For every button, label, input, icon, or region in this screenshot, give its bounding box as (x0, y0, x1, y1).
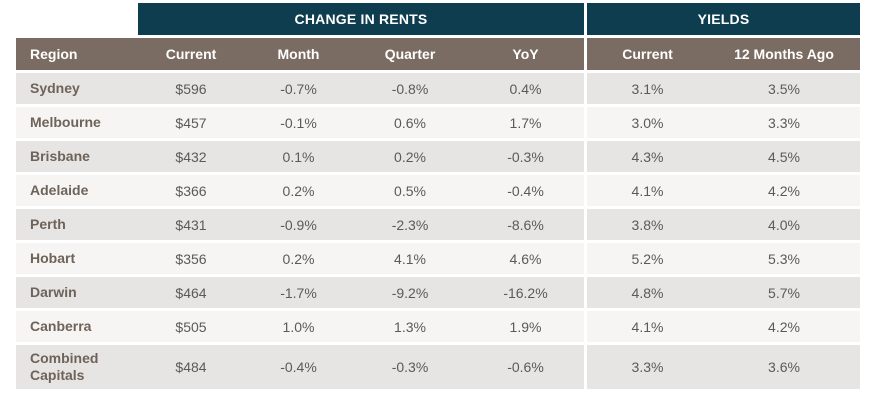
column-separator (584, 173, 587, 209)
region-cell: Adelaide (16, 173, 138, 209)
rents-yields-table: Region Current Month Quarter YoY Current… (16, 38, 860, 392)
current-rent-cell: $432 (138, 139, 244, 175)
column-header-current-rent: Current (138, 38, 244, 73)
yield-12-months-ago-cell: 4.2% (708, 309, 860, 345)
current-yield-cell: 3.3% (587, 343, 708, 392)
region-cell: Canberra (16, 309, 138, 345)
column-separator (584, 275, 587, 311)
column-separator (584, 309, 587, 345)
column-separator (584, 343, 587, 392)
quarter-change-cell: 0.6% (353, 105, 467, 141)
yield-12-months-ago-cell: 3.5% (708, 71, 860, 107)
group-header-change-in-rents: CHANGE IN RENTS (138, 3, 584, 35)
month-change-cell: 1.0% (244, 309, 353, 345)
group-header-spacer (16, 3, 138, 35)
month-change-cell: -0.7% (244, 71, 353, 107)
yoy-change-cell: -0.6% (467, 343, 584, 392)
yoy-change-cell: 1.7% (467, 105, 584, 141)
month-change-cell: -0.9% (244, 207, 353, 243)
column-header-12-months-ago: 12 Months Ago (708, 38, 860, 73)
rents-yields-table-container: CHANGE IN RENTS YIELDS Region Current Mo… (16, 3, 860, 392)
month-change-cell: -0.1% (244, 105, 353, 141)
yield-12-months-ago-cell: 4.5% (708, 139, 860, 175)
table-row: Combined Capitals $484 -0.4% -0.3% -0.6%… (16, 343, 860, 392)
current-yield-cell: 4.3% (587, 139, 708, 175)
current-rent-cell: $596 (138, 71, 244, 107)
quarter-change-cell: 1.3% (353, 309, 467, 345)
yield-12-months-ago-cell: 4.2% (708, 173, 860, 209)
month-change-cell: 0.1% (244, 139, 353, 175)
region-cell: Sydney (16, 71, 138, 107)
month-change-cell: -1.7% (244, 275, 353, 311)
column-header-current-yield: Current (587, 38, 708, 73)
region-cell: Darwin (16, 275, 138, 311)
yoy-change-cell: -0.4% (467, 173, 584, 209)
yoy-change-cell: 4.6% (467, 241, 584, 277)
current-rent-cell: $431 (138, 207, 244, 243)
month-change-cell: 0.2% (244, 173, 353, 209)
yield-12-months-ago-cell: 5.3% (708, 241, 860, 277)
group-header-separator (584, 3, 587, 35)
current-rent-cell: $366 (138, 173, 244, 209)
table-row: Sydney $596 -0.7% -0.8% 0.4% 3.1% 3.5% (16, 71, 860, 107)
quarter-change-cell: -0.3% (353, 343, 467, 392)
column-separator (584, 71, 587, 107)
column-header-yoy: YoY (467, 38, 584, 73)
region-cell: Brisbane (16, 139, 138, 175)
quarter-change-cell: 0.5% (353, 173, 467, 209)
current-yield-cell: 3.8% (587, 207, 708, 243)
yoy-change-cell: -8.6% (467, 207, 584, 243)
quarter-change-cell: -9.2% (353, 275, 467, 311)
region-cell: Perth (16, 207, 138, 243)
current-rent-cell: $484 (138, 343, 244, 392)
column-separator (584, 207, 587, 243)
region-cell: Hobart (16, 241, 138, 277)
current-rent-cell: $356 (138, 241, 244, 277)
column-group-header-row: CHANGE IN RENTS YIELDS (16, 3, 860, 35)
yield-12-months-ago-cell: 3.6% (708, 343, 860, 392)
month-change-cell: 0.2% (244, 241, 353, 277)
table-row: Melbourne $457 -0.1% 0.6% 1.7% 3.0% 3.3% (16, 105, 860, 141)
quarter-change-cell: -0.8% (353, 71, 467, 107)
current-rent-cell: $464 (138, 275, 244, 311)
column-header-month: Month (244, 38, 353, 73)
current-rent-cell: $457 (138, 105, 244, 141)
current-yield-cell: 4.8% (587, 275, 708, 311)
table-row: Darwin $464 -1.7% -9.2% -16.2% 4.8% 5.7% (16, 275, 860, 311)
column-separator (584, 105, 587, 141)
quarter-change-cell: 0.2% (353, 139, 467, 175)
current-yield-cell: 3.0% (587, 105, 708, 141)
table-row: Adelaide $366 0.2% 0.5% -0.4% 4.1% 4.2% (16, 173, 860, 209)
quarter-change-cell: 4.1% (353, 241, 467, 277)
month-change-cell: -0.4% (244, 343, 353, 392)
quarter-change-cell: -2.3% (353, 207, 467, 243)
table-row: Brisbane $432 0.1% 0.2% -0.3% 4.3% 4.5% (16, 139, 860, 175)
column-header-quarter: Quarter (353, 38, 467, 73)
current-yield-cell: 5.2% (587, 241, 708, 277)
column-separator (584, 241, 587, 277)
current-rent-cell: $505 (138, 309, 244, 345)
yoy-change-cell: 1.9% (467, 309, 584, 345)
yoy-change-cell: 0.4% (467, 71, 584, 107)
table-row: Perth $431 -0.9% -2.3% -8.6% 3.8% 4.0% (16, 207, 860, 243)
column-separator (584, 38, 587, 73)
yoy-change-cell: -16.2% (467, 275, 584, 311)
column-header-region: Region (16, 38, 138, 73)
column-header-row: Region Current Month Quarter YoY Current… (16, 38, 860, 73)
current-yield-cell: 4.1% (587, 173, 708, 209)
table-row: Canberra $505 1.0% 1.3% 1.9% 4.1% 4.2% (16, 309, 860, 345)
yield-12-months-ago-cell: 5.7% (708, 275, 860, 311)
table-row: Hobart $356 0.2% 4.1% 4.6% 5.2% 5.3% (16, 241, 860, 277)
current-yield-cell: 3.1% (587, 71, 708, 107)
yield-12-months-ago-cell: 4.0% (708, 207, 860, 243)
yield-12-months-ago-cell: 3.3% (708, 105, 860, 141)
region-cell: Melbourne (16, 105, 138, 141)
yoy-change-cell: -0.3% (467, 139, 584, 175)
region-cell: Combined Capitals (16, 343, 138, 392)
column-separator (584, 139, 587, 175)
current-yield-cell: 4.1% (587, 309, 708, 345)
group-header-yields: YIELDS (587, 3, 860, 35)
